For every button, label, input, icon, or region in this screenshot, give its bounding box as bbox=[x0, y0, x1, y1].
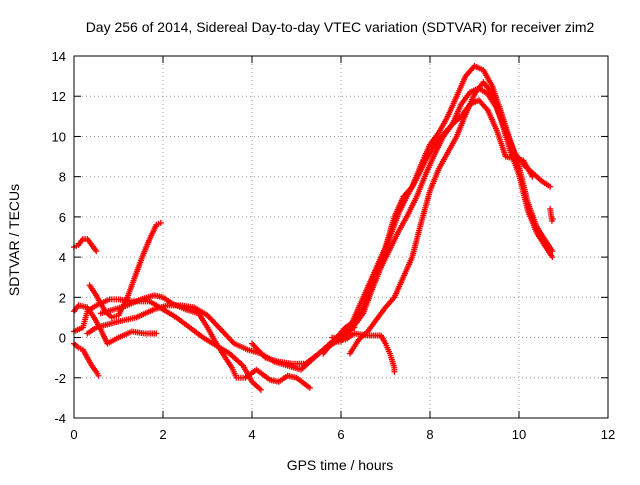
data-point bbox=[257, 386, 264, 393]
series-track-11 bbox=[346, 79, 556, 357]
data-point bbox=[549, 254, 556, 261]
ticks: 0 2 4 6 8 10 12 -4 -2 0 2 4 6 8 10 12 14 bbox=[52, 49, 616, 442]
x-tick-label: 10 bbox=[512, 427, 526, 442]
y-tick-label: 12 bbox=[52, 89, 66, 104]
data-point bbox=[306, 384, 313, 391]
x-tick-label: 0 bbox=[70, 427, 77, 442]
data-point bbox=[93, 248, 100, 255]
y-tick-label: 6 bbox=[59, 210, 66, 225]
data-point bbox=[95, 372, 102, 379]
series-track-4 bbox=[71, 340, 102, 379]
x-tick-label: 6 bbox=[337, 427, 344, 442]
data-point bbox=[153, 330, 160, 337]
data-point bbox=[547, 183, 554, 190]
y-tick-label: -4 bbox=[54, 411, 66, 426]
x-tick-label: 2 bbox=[159, 427, 166, 442]
y-tick-label: -2 bbox=[54, 371, 66, 386]
y-tick-label: 4 bbox=[59, 250, 66, 265]
y-tick-label: 10 bbox=[52, 129, 66, 144]
x-tick-label: 12 bbox=[601, 427, 615, 442]
x-axis-label: GPS time / hours bbox=[287, 457, 394, 473]
series-track-13 bbox=[547, 205, 556, 224]
chart-title: Day 256 of 2014, Sidereal Day-to-day VTE… bbox=[86, 19, 595, 35]
y-tick-label: 14 bbox=[52, 49, 66, 64]
y-tick-label: 0 bbox=[59, 331, 66, 346]
series-track-12 bbox=[329, 330, 398, 375]
data-point bbox=[157, 219, 164, 226]
y-tick-label: 8 bbox=[59, 170, 66, 185]
series-group bbox=[71, 63, 556, 393]
x-tick-label: 4 bbox=[248, 427, 255, 442]
data-point bbox=[549, 215, 556, 222]
x-tick-label: 8 bbox=[426, 427, 433, 442]
y-tick-label: 2 bbox=[59, 290, 66, 305]
y-axis-label: SDTVAR / TECUs bbox=[6, 184, 22, 296]
series-track-6 bbox=[97, 292, 313, 391]
series-track-5 bbox=[71, 296, 264, 393]
data-point bbox=[391, 368, 398, 375]
